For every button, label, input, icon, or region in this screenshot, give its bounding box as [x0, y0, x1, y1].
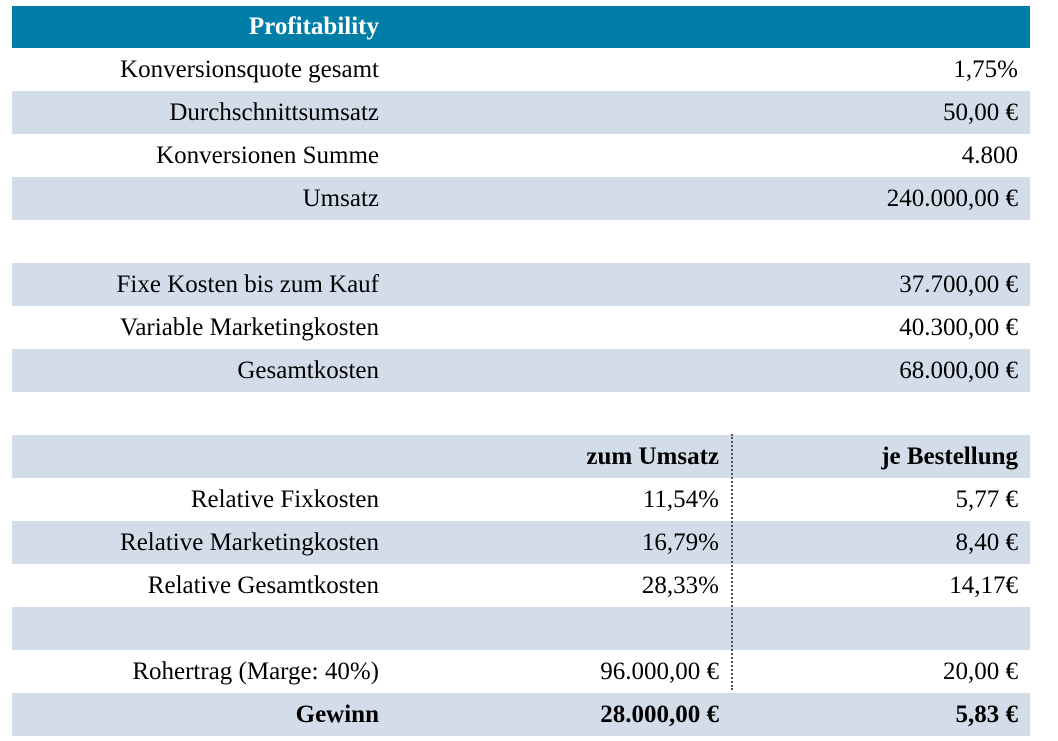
table-row: Gesamtkosten 68.000,00 €: [12, 349, 1030, 392]
row-value: 50,00 €: [943, 99, 1018, 126]
spacer-row: [12, 607, 1030, 650]
row-label: Konversionen Summe: [156, 142, 379, 169]
row-label: Rohertrag (Marge: 40%): [132, 658, 379, 685]
table-row: Konversionsquote gesamt 1,75%: [12, 48, 1030, 91]
row-label: Relative Gesamtkosten: [147, 572, 379, 599]
table-row: Relative Gesamtkosten 28,33% 14,17€: [12, 564, 1030, 607]
table-row: Relative Marketingkosten 16,79% 8,40 €: [12, 521, 1030, 564]
row-label: Gewinn: [295, 701, 379, 728]
cell-zum-umsatz: 96.000,00 €: [600, 658, 719, 685]
gewinn-row: Gewinn 28.000,00 € 5,83 €: [12, 693, 1030, 736]
table-title: Profitability: [248, 13, 379, 40]
table-header: Profitability: [12, 6, 1030, 48]
row-value: 1,75%: [953, 56, 1018, 83]
cell-je-bestellung: 5,83 €: [955, 701, 1019, 728]
profitability-table: Profitability Konversionsquote gesamt 1,…: [12, 6, 1030, 736]
cell-je-bestellung: 5,77 €: [955, 486, 1019, 513]
row-label: Gesamtkosten: [237, 357, 379, 384]
row-value: 240.000,00 €: [886, 185, 1018, 212]
table-row: Konversionen Summe 4.800: [12, 134, 1030, 177]
cell-zum-umsatz: 16,79%: [641, 529, 719, 556]
spacer-row: [12, 220, 1030, 263]
cell-je-bestellung: 20,00 €: [943, 658, 1018, 685]
column-header-zum-umsatz: zum Umsatz: [586, 443, 719, 470]
table-row: Relative Fixkosten 11,54% 5,77 €: [12, 478, 1030, 521]
cell-je-bestellung: 8,40 €: [955, 529, 1019, 556]
row-label: Relative Fixkosten: [190, 486, 379, 513]
row-value: 68.000,00 €: [899, 357, 1018, 384]
cell-zum-umsatz: 11,54%: [642, 486, 719, 513]
column-header-row: zum Umsatz je Bestellung: [12, 435, 1030, 478]
row-label: Konversionsquote gesamt: [120, 56, 379, 83]
spacer-row: [12, 392, 1030, 435]
row-label: Relative Marketingkosten: [120, 529, 379, 556]
row-label: Fixe Kosten bis zum Kauf: [116, 271, 379, 298]
row-value: 40.300,00 €: [899, 314, 1018, 341]
table-row: Variable Marketingkosten 40.300,00 €: [12, 306, 1030, 349]
row-value: 4.800: [961, 142, 1018, 169]
row-value: 37.700,00 €: [899, 271, 1018, 298]
row-label: Durchschnittsumsatz: [169, 99, 379, 126]
cell-zum-umsatz: 28,33%: [641, 572, 719, 599]
column-divider: [731, 434, 733, 690]
column-header-je-bestellung: je Bestellung: [881, 443, 1018, 470]
row-label: Umsatz: [302, 185, 379, 212]
table-row: Durchschnittsumsatz 50,00 €: [12, 91, 1030, 134]
table-row: Umsatz 240.000,00 €: [12, 177, 1030, 220]
cell-je-bestellung: 14,17€: [949, 572, 1018, 599]
rohertrag-row: Rohertrag (Marge: 40%) 96.000,00 € 20,00…: [12, 650, 1030, 693]
cell-zum-umsatz: 28.000,00 €: [600, 701, 719, 728]
row-label: Variable Marketingkosten: [120, 314, 379, 341]
table-row: Fixe Kosten bis zum Kauf 37.700,00 €: [12, 263, 1030, 306]
